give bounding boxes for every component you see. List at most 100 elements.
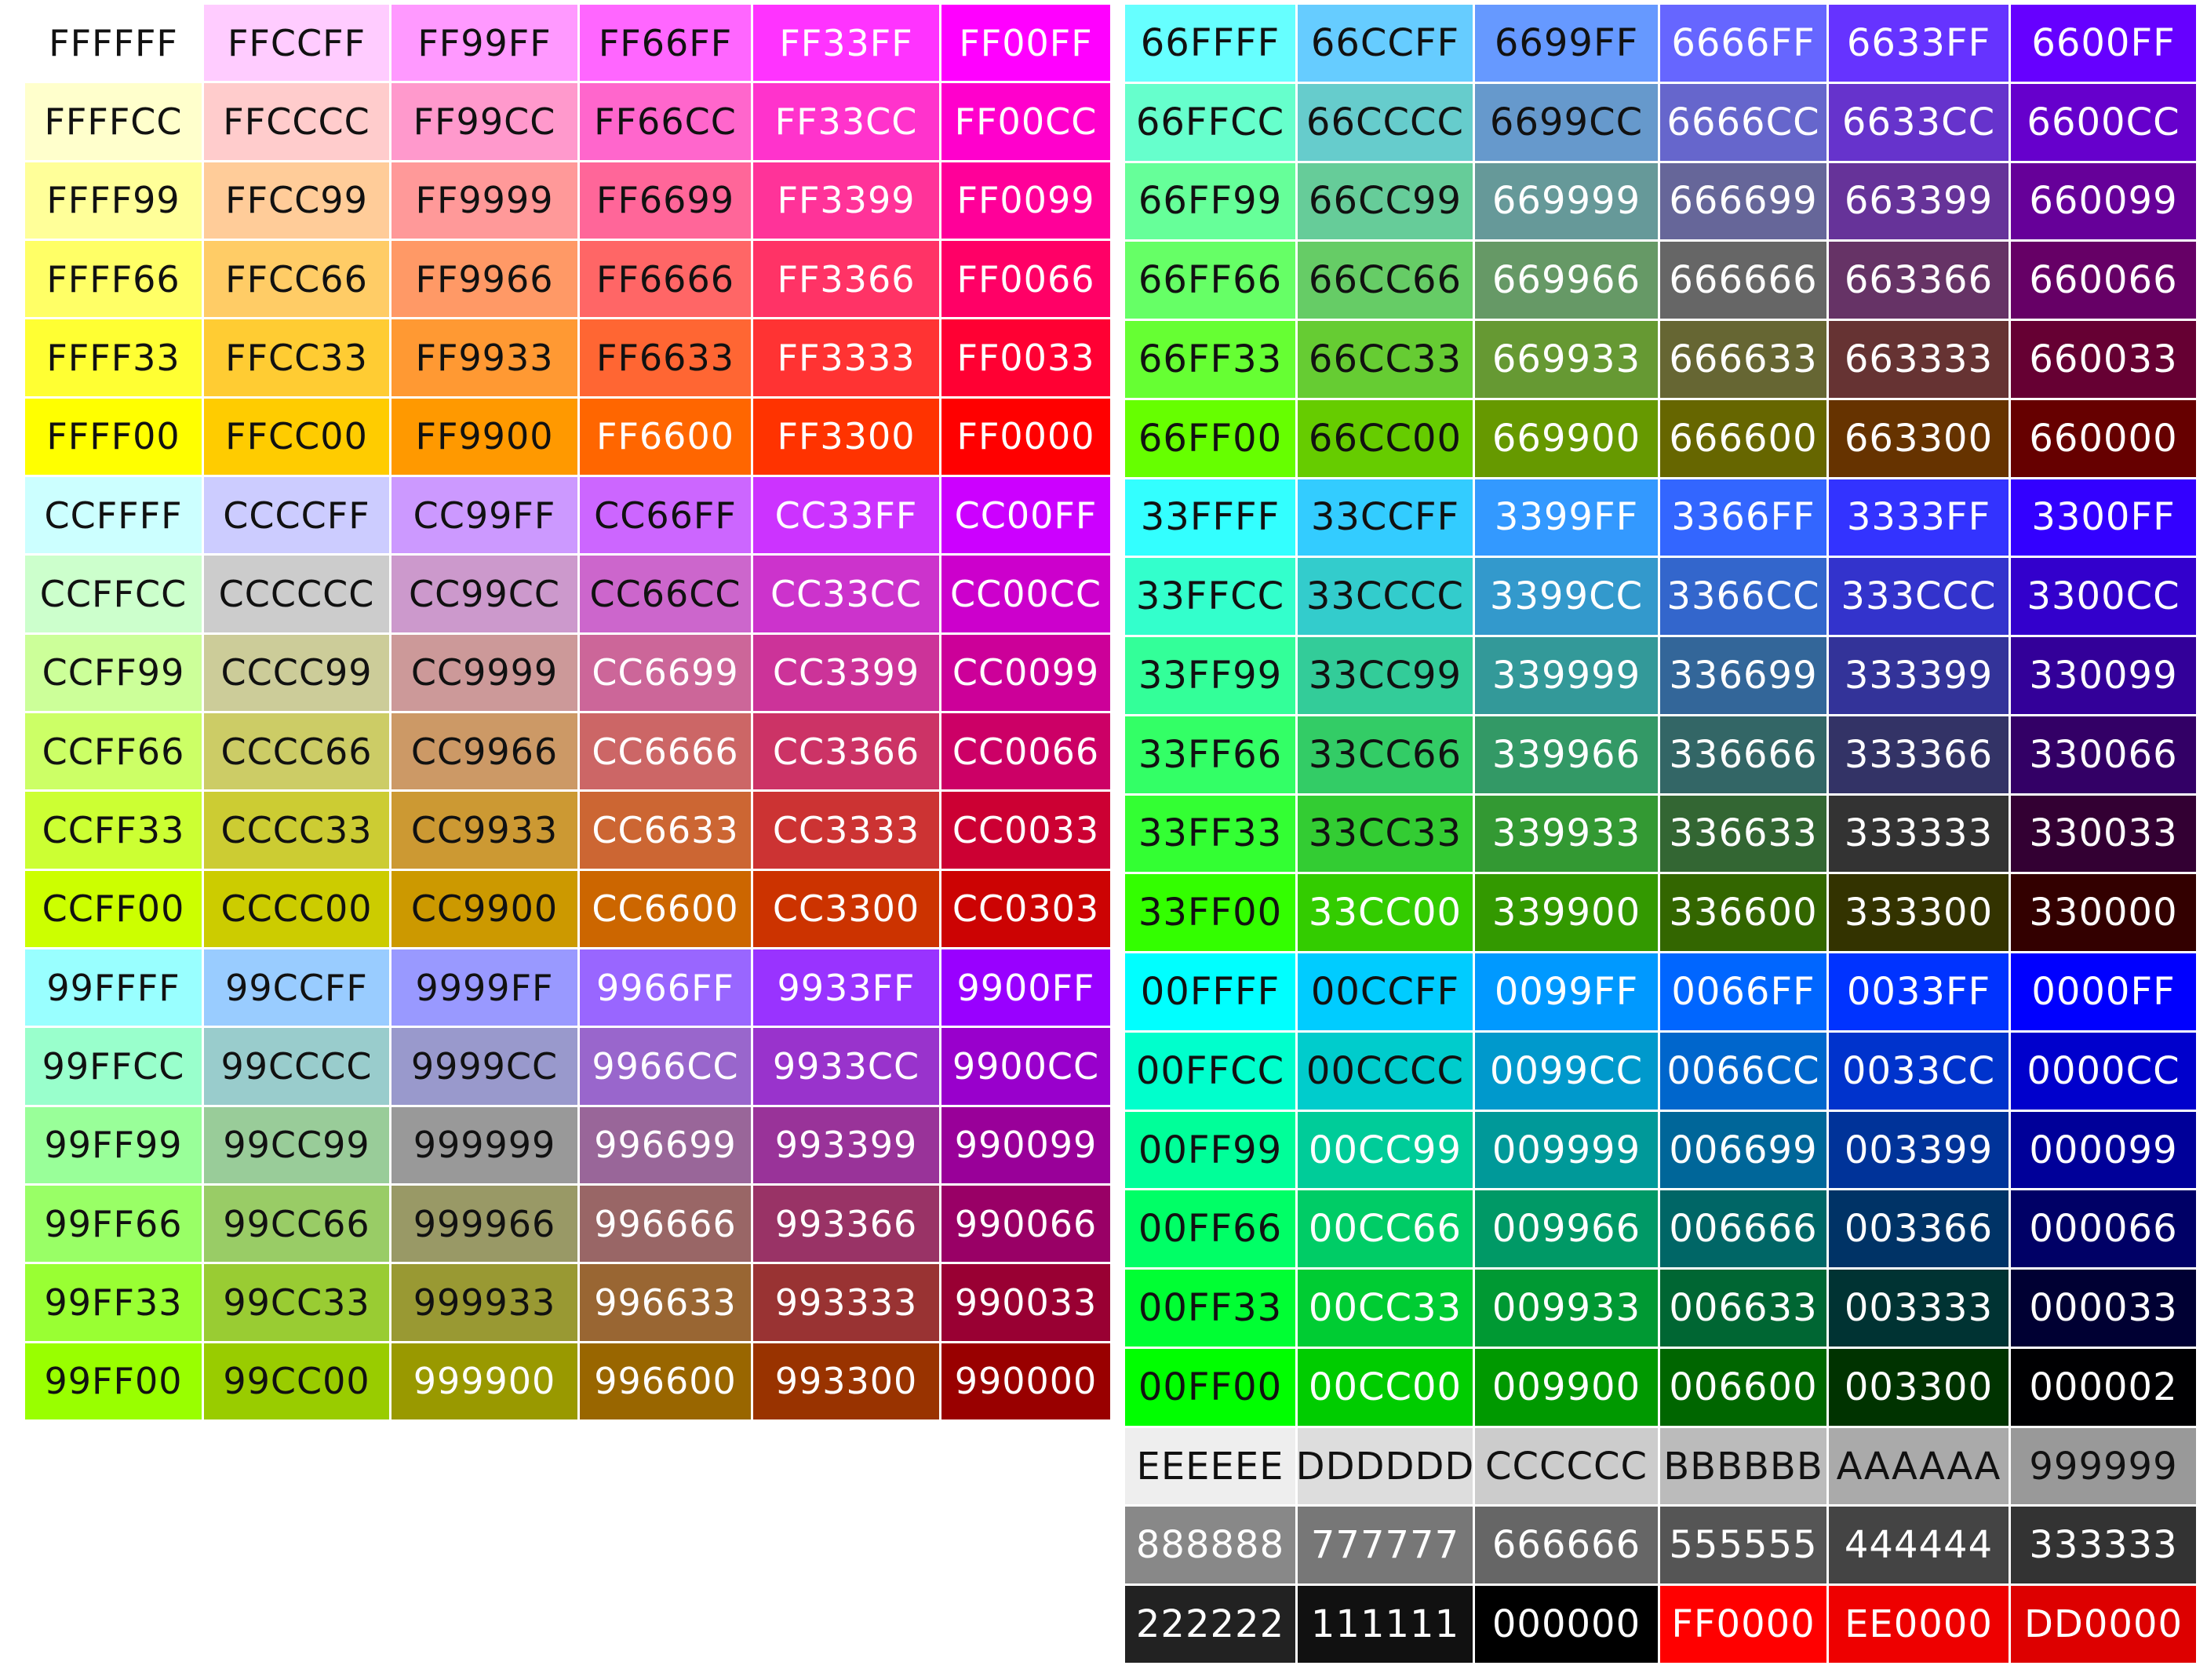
color-swatch-ffffff: FFFFFF bbox=[25, 5, 204, 84]
color-swatch-000099: 000099 bbox=[2011, 1111, 2198, 1191]
color-swatch-66cccc: 66CCCC bbox=[1298, 83, 1475, 163]
color-swatch-6699cc: 6699CC bbox=[1475, 83, 1660, 163]
color-swatch-33ff66: 33FF66 bbox=[1125, 716, 1298, 796]
color-swatch-333333: 333333 bbox=[1829, 795, 2011, 875]
color-swatch-336600: 336600 bbox=[1660, 874, 1829, 954]
color-swatch-ffff66: FFFF66 bbox=[25, 241, 204, 320]
color-swatch-00ff00: 00FF00 bbox=[1125, 1348, 1298, 1428]
color-swatch-ff6699: FF6699 bbox=[580, 162, 753, 241]
color-swatch-3366cc: 3366CC bbox=[1660, 558, 1829, 638]
color-swatch-cc0303: CC0303 bbox=[941, 870, 1113, 949]
color-swatch-66ccff: 66CCFF bbox=[1298, 5, 1475, 84]
color-swatch-3399cc: 3399CC bbox=[1475, 558, 1660, 638]
right-color-chart: 66FFFF 66CCFF 6699FF 6666FF 6633FF 6600FF 66FF… bbox=[1125, 5, 2198, 1665]
color-swatch-ff33ff: FF33FF bbox=[753, 5, 941, 84]
color-swatch-ccff99: CCFF99 bbox=[25, 634, 204, 713]
color-swatch-0099ff: 0099FF bbox=[1475, 953, 1660, 1033]
color-swatch-ff0066: FF0066 bbox=[941, 241, 1113, 320]
color-swatch-663399: 663399 bbox=[1829, 162, 2011, 242]
color-swatch-339900: 339900 bbox=[1475, 874, 1660, 954]
color-swatch-99ccff: 99CCFF bbox=[204, 949, 392, 1029]
color-swatch-006600: 006600 bbox=[1660, 1348, 1829, 1428]
color-swatch-33cc00: 33CC00 bbox=[1298, 874, 1475, 954]
color-swatch-00cc99: 00CC99 bbox=[1298, 1111, 1475, 1191]
color-swatch-00ffff: 00FFFF bbox=[1125, 953, 1298, 1033]
color-swatch-cc00cc: CC00CC bbox=[941, 556, 1113, 635]
color-swatch-0066ff: 0066FF bbox=[1660, 953, 1829, 1033]
color-swatch-ff9966: FF9966 bbox=[392, 241, 580, 320]
left-color-chart: FFFFFF FFCCFF FF99FF FF66FF FF33FF FF00FF FFFF… bbox=[25, 5, 1113, 1422]
color-swatch-222222: 222222 bbox=[1125, 1586, 1298, 1665]
color-swatch-993366: 993366 bbox=[753, 1186, 941, 1265]
color-swatch-006666: 006666 bbox=[1660, 1190, 1829, 1270]
color-swatch-33cc99: 33CC99 bbox=[1298, 637, 1475, 716]
color-swatch-996633: 996633 bbox=[580, 1264, 753, 1343]
color-swatch-00ff66: 00FF66 bbox=[1125, 1190, 1298, 1270]
color-swatch-ccff66: CCFF66 bbox=[25, 713, 204, 793]
color-swatch-cc6633: CC6633 bbox=[580, 792, 753, 871]
color-swatch-ffff33: FFFF33 bbox=[25, 319, 204, 399]
color-swatch-6600cc: 6600CC bbox=[2011, 83, 2198, 163]
color-swatch-0000ff: 0000FF bbox=[2011, 953, 2198, 1033]
color-swatch-ff3333: FF3333 bbox=[753, 319, 941, 399]
color-swatch-660099: 660099 bbox=[2011, 162, 2198, 242]
color-swatch-999900: 999900 bbox=[392, 1343, 580, 1422]
color-swatch-33ffcc: 33FFCC bbox=[1125, 558, 1298, 638]
color-swatch-ff6600: FF6600 bbox=[580, 398, 753, 477]
color-swatch-555555: 555555 bbox=[1660, 1507, 1829, 1587]
color-swatch-444444: 444444 bbox=[1829, 1507, 2011, 1587]
color-swatch-0033ff: 0033FF bbox=[1829, 953, 2011, 1033]
color-swatch-cc9933: CC9933 bbox=[392, 792, 580, 871]
color-swatch-999966: 999966 bbox=[392, 1186, 580, 1265]
color-swatch-777777: 777777 bbox=[1298, 1507, 1475, 1587]
color-swatch-00cc00: 00CC00 bbox=[1298, 1348, 1475, 1428]
color-swatch-6600ff: 6600FF bbox=[2011, 5, 2198, 84]
color-swatch-ff0000: FF0000 bbox=[1660, 1586, 1829, 1665]
color-swatch-ff3366: FF3366 bbox=[753, 241, 941, 320]
color-swatch-9999cc: 9999CC bbox=[392, 1028, 580, 1107]
color-swatch-ff9933: FF9933 bbox=[392, 319, 580, 399]
color-swatch-66ffcc: 66FFCC bbox=[1125, 83, 1298, 163]
color-swatch-669900: 669900 bbox=[1475, 399, 1660, 479]
color-swatch-990099: 990099 bbox=[941, 1106, 1113, 1186]
color-swatch-99ff00: 99FF00 bbox=[25, 1343, 204, 1422]
color-swatch-33ff00: 33FF00 bbox=[1125, 874, 1298, 954]
color-swatch-9999ff: 9999FF bbox=[392, 949, 580, 1029]
color-swatch-993300: 993300 bbox=[753, 1343, 941, 1422]
color-swatch-111111: 111111 bbox=[1298, 1586, 1475, 1665]
color-swatch-888888: 888888 bbox=[1125, 1507, 1298, 1587]
color-swatch-ff0099: FF0099 bbox=[941, 162, 1113, 241]
color-swatch-ff66cc: FF66CC bbox=[580, 83, 753, 162]
color-swatch-3300cc: 3300CC bbox=[2011, 558, 2198, 638]
color-swatch-33ffff: 33FFFF bbox=[1125, 479, 1298, 559]
color-swatch-333366: 333366 bbox=[1829, 716, 2011, 796]
color-swatch-cccc00: CCCC00 bbox=[204, 870, 392, 949]
color-swatch-66ff99: 66FF99 bbox=[1125, 162, 1298, 242]
color-swatch-336666: 336666 bbox=[1660, 716, 1829, 796]
color-swatch-ff33cc: FF33CC bbox=[753, 83, 941, 162]
color-swatch-66cc00: 66CC00 bbox=[1298, 399, 1475, 479]
color-swatch-ff6633: FF6633 bbox=[580, 319, 753, 399]
color-swatch-003399: 003399 bbox=[1829, 1111, 2011, 1191]
color-swatch-00ff33: 00FF33 bbox=[1125, 1270, 1298, 1349]
color-swatch-990000: 990000 bbox=[941, 1343, 1113, 1422]
color-swatch-ff00cc: FF00CC bbox=[941, 83, 1113, 162]
color-swatch-99cc66: 99CC66 bbox=[204, 1186, 392, 1265]
color-swatch-cc3366: CC3366 bbox=[753, 713, 941, 793]
color-swatch-666666: 666666 bbox=[1660, 242, 1829, 322]
color-swatch-00cc33: 00CC33 bbox=[1298, 1270, 1475, 1349]
color-swatch-990066: 990066 bbox=[941, 1186, 1113, 1265]
color-swatch-ccffff: CCFFFF bbox=[25, 477, 204, 556]
color-swatch-eeeeee: EEEEEE bbox=[1125, 1427, 1298, 1507]
color-swatch-ff00ff: FF00FF bbox=[941, 5, 1113, 84]
color-swatch-66ff66: 66FF66 bbox=[1125, 242, 1298, 322]
color-swatch-ff99cc: FF99CC bbox=[392, 83, 580, 162]
color-swatch-663300: 663300 bbox=[1829, 399, 2011, 479]
color-swatch-003300: 003300 bbox=[1829, 1348, 2011, 1428]
color-swatch-cc3333: CC3333 bbox=[753, 792, 941, 871]
color-swatch-00cc66: 00CC66 bbox=[1298, 1190, 1475, 1270]
color-swatch-9933ff: 9933FF bbox=[753, 949, 941, 1029]
color-swatch-33cccc: 33CCCC bbox=[1298, 558, 1475, 638]
color-swatch-cc66ff: CC66FF bbox=[580, 477, 753, 556]
color-swatch-006699: 006699 bbox=[1660, 1111, 1829, 1191]
